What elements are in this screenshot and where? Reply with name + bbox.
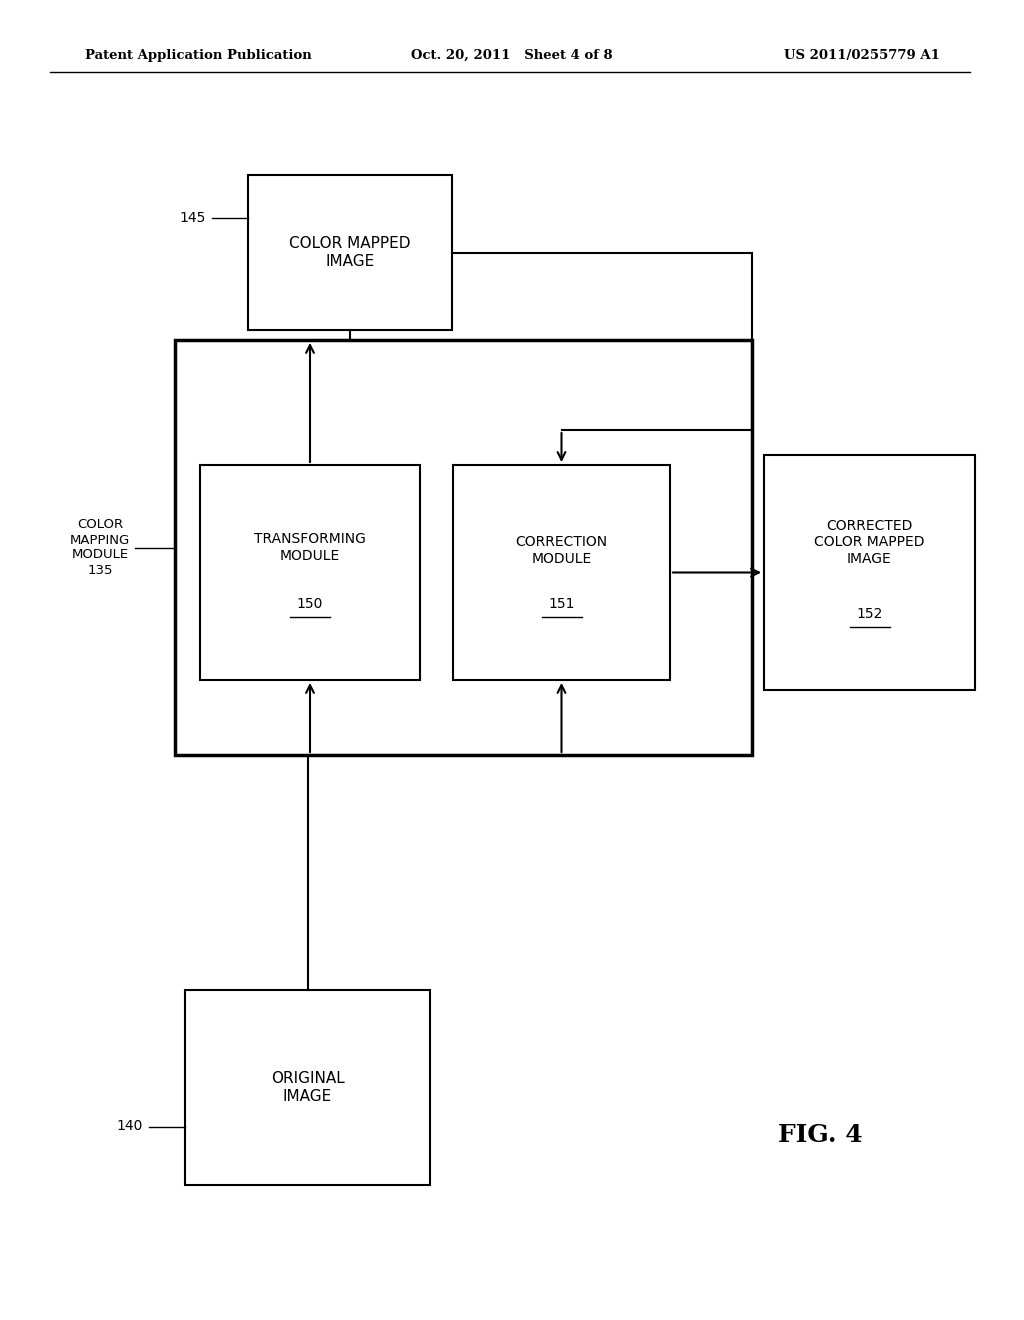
Text: 151: 151 — [548, 598, 574, 611]
Text: FIG. 4: FIG. 4 — [777, 1123, 862, 1147]
Text: CORRECTION
MODULE: CORRECTION MODULE — [515, 536, 607, 565]
Text: 152: 152 — [856, 607, 883, 622]
Text: ORIGINAL
IMAGE: ORIGINAL IMAGE — [270, 1072, 344, 1104]
Text: CORRECTED
COLOR MAPPED
IMAGE: CORRECTED COLOR MAPPED IMAGE — [814, 519, 925, 566]
Text: COLOR
MAPPING
MODULE
135: COLOR MAPPING MODULE 135 — [70, 519, 130, 577]
Bar — [200, 465, 420, 680]
Text: Patent Application Publication: Patent Application Publication — [85, 49, 311, 62]
Bar — [248, 176, 452, 330]
Bar — [185, 990, 430, 1185]
Text: 140: 140 — [117, 1119, 143, 1134]
Text: COLOR MAPPED
IMAGE: COLOR MAPPED IMAGE — [289, 236, 411, 269]
Text: 145: 145 — [179, 211, 206, 226]
Bar — [764, 455, 975, 690]
Text: US 2011/0255779 A1: US 2011/0255779 A1 — [784, 49, 940, 62]
Text: TRANSFORMING
MODULE: TRANSFORMING MODULE — [254, 532, 366, 562]
Text: Oct. 20, 2011   Sheet 4 of 8: Oct. 20, 2011 Sheet 4 of 8 — [412, 49, 612, 62]
Text: 150: 150 — [297, 598, 324, 611]
Bar — [175, 341, 752, 755]
Bar — [453, 465, 670, 680]
